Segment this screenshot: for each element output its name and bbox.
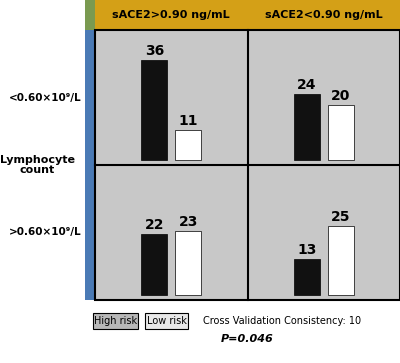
Bar bbox=[95, 30, 400, 300]
Text: 24: 24 bbox=[297, 78, 316, 91]
Bar bbox=[175, 231, 201, 295]
Text: >0.60×10⁹/L: >0.60×10⁹/L bbox=[8, 228, 81, 237]
Text: 23: 23 bbox=[178, 215, 198, 229]
Bar bbox=[294, 259, 320, 295]
Text: 36: 36 bbox=[145, 44, 164, 58]
Text: 13: 13 bbox=[297, 243, 316, 257]
Text: Low risk: Low risk bbox=[146, 316, 186, 326]
Text: P=0.046: P=0.046 bbox=[221, 334, 274, 344]
Text: sACE2>0.90 ng/mL: sACE2>0.90 ng/mL bbox=[112, 10, 230, 20]
Text: 25: 25 bbox=[331, 210, 350, 224]
Bar bbox=[141, 234, 167, 295]
Text: 22: 22 bbox=[144, 218, 164, 232]
Bar bbox=[294, 94, 320, 160]
Bar bbox=[0, 0, 95, 363]
Bar bbox=[93, 313, 138, 329]
Bar bbox=[328, 226, 354, 295]
Bar bbox=[85, 30, 95, 300]
Text: Lymphocyte: Lymphocyte bbox=[0, 155, 75, 165]
Bar bbox=[95, 0, 400, 30]
Bar bbox=[145, 313, 188, 329]
Text: 20: 20 bbox=[331, 89, 350, 103]
Text: 11: 11 bbox=[178, 114, 198, 127]
Bar bbox=[95, 30, 400, 300]
Text: <0.60×10⁹/L: <0.60×10⁹/L bbox=[8, 93, 81, 102]
Text: High risk: High risk bbox=[94, 316, 137, 326]
Bar bbox=[328, 105, 354, 160]
Bar bbox=[141, 60, 167, 160]
Bar bbox=[175, 130, 201, 160]
Text: Cross Validation Consistency: 10: Cross Validation Consistency: 10 bbox=[203, 316, 361, 326]
Text: sACE2<0.90 ng/mL: sACE2<0.90 ng/mL bbox=[265, 10, 382, 20]
Text: count: count bbox=[20, 165, 55, 175]
Bar bbox=[85, 0, 95, 30]
